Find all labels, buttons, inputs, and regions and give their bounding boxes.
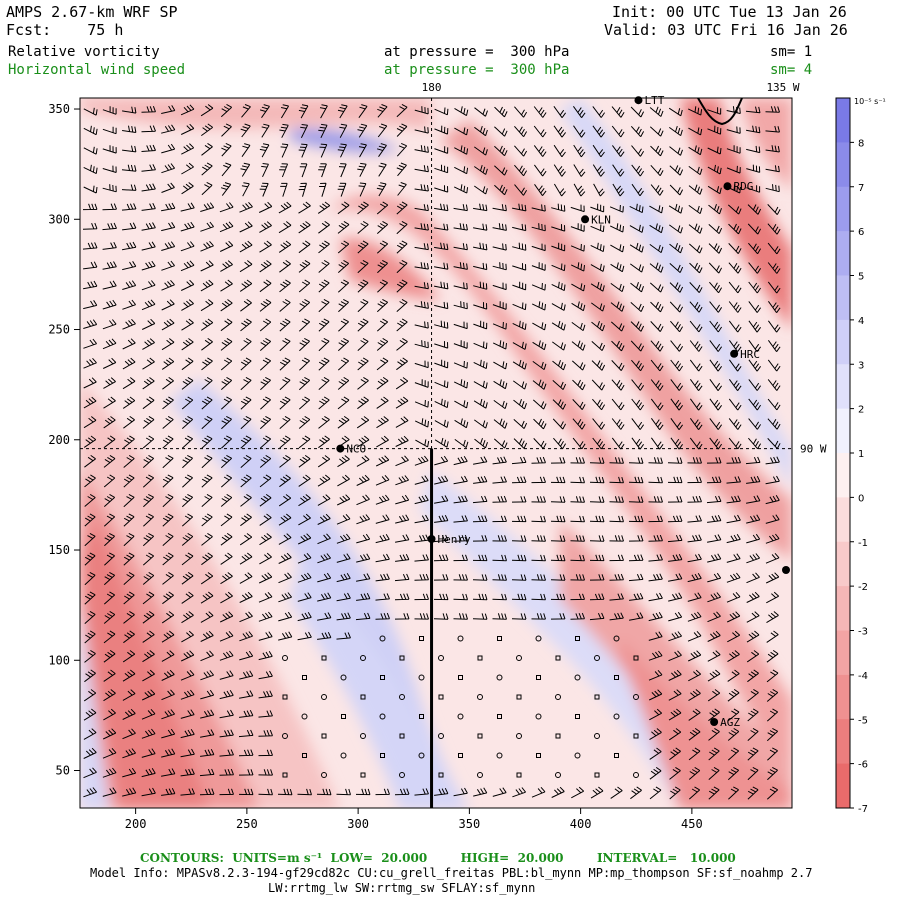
y-tick-label: 250: [48, 323, 70, 337]
y-tick-label: 300: [48, 212, 70, 226]
colorbar-label: -3: [858, 627, 868, 638]
station-marker: [336, 444, 345, 453]
colorbar-swatch: [836, 453, 850, 498]
colorbar-swatch: [836, 674, 850, 720]
colorbar-swatch: [836, 142, 850, 188]
model-info-physics: LW:rrtmg_lw SW:rrtmg_sw SFLAY:sf_mynn: [268, 881, 536, 895]
colorbar-label: 4: [858, 316, 864, 327]
colorbar-label: -4: [858, 671, 868, 682]
colorbar-swatch: [836, 364, 850, 410]
init-time: Init: 00 UTC Tue 13 Jan 26: [612, 3, 847, 21]
colorbar-label: -5: [858, 715, 868, 726]
x-axis-ticks: 200 250 300 350 400 450: [125, 808, 703, 831]
station-label: HRC: [740, 348, 760, 361]
model-info: Model Info: MPASv8.2.3-194-gf29cd82c CU:…: [90, 866, 813, 880]
station-marker: [581, 215, 590, 224]
field2-smoothing: sm= 4: [770, 62, 813, 78]
station-marker: [427, 534, 436, 543]
valid-time: Valid: 03 UTC Fri 16 Jan 26: [604, 21, 848, 39]
station-marker: [634, 96, 643, 105]
station-marker-edge: [782, 566, 790, 574]
field1-smoothing: sm= 1: [770, 44, 813, 60]
meridian-label-top: 180: [422, 81, 442, 94]
station-label: RDG: [733, 180, 753, 193]
colorbar-label: 2: [858, 405, 864, 416]
field1-name: Relative vorticity: [8, 44, 160, 60]
y-tick-label: 50: [56, 764, 70, 778]
colorbar-label: 8: [858, 138, 864, 149]
colorbar-units: 10⁻⁵ s⁻¹: [854, 97, 886, 106]
y-tick-label: 150: [48, 543, 70, 557]
colorbar-swatch: [836, 630, 850, 676]
colorbar-swatch: [836, 408, 850, 454]
colorbar-label: 7: [858, 183, 864, 194]
x-tick-label: 200: [125, 817, 147, 831]
colorbar-swatch: [836, 586, 850, 631]
colorbar-label: -6: [858, 760, 868, 771]
colorbar-label: 6: [858, 227, 864, 238]
y-tick-label: 350: [48, 102, 70, 116]
field2-name: Horizontal wind speed: [8, 62, 186, 78]
colorbar-swatch: [836, 275, 850, 321]
colorbar-swatch: [836, 98, 850, 143]
colorbar-swatch: [836, 763, 850, 809]
colorbar-swatch: [836, 497, 850, 543]
colorbar-label: -1: [858, 538, 868, 549]
y-axis-ticks: 350 300 250 200 150 100 50: [48, 102, 80, 778]
station-label: KLN: [591, 213, 611, 226]
field2-level: at pressure = 300 hPa: [384, 62, 570, 78]
colorbar-swatch: [836, 231, 850, 276]
station-label: AGZ: [720, 716, 740, 729]
parallel-label-right: 90 W: [800, 443, 827, 456]
stations-layer: KLN RDG HRC NCO Henry AGZ LTT: [336, 94, 790, 729]
station-marker: [710, 718, 719, 727]
station-marker: [723, 182, 732, 191]
station-label: Henry: [438, 533, 471, 546]
y-tick-label: 200: [48, 433, 70, 447]
colorbar-swatch: [836, 719, 850, 765]
colorbar-label: -7: [858, 804, 868, 815]
station-label: LTT: [644, 94, 664, 107]
colorbar-swatch: [836, 541, 850, 587]
x-tick-label: 250: [236, 817, 258, 831]
x-tick-label: 350: [459, 817, 481, 831]
x-tick-label: 300: [347, 817, 369, 831]
y-tick-label: 100: [48, 653, 70, 667]
colorbar-label: -2: [858, 582, 868, 593]
station-marker: [730, 349, 739, 358]
colorbar-swatch: [836, 186, 850, 232]
field1-level: at pressure = 300 hPa: [384, 44, 570, 60]
x-tick-label: 400: [570, 817, 592, 831]
station-label: NCO: [346, 443, 366, 456]
contours-info: CONTOURS: UNITS=m s⁻¹ LOW= 20.000 HIGH= …: [140, 851, 736, 865]
vorticity-field: [80, 98, 792, 808]
x-tick-label: 450: [681, 817, 703, 831]
model-title: AMPS 2.67-km WRF SP: [6, 3, 178, 21]
colorbar-label: 1: [858, 449, 864, 460]
colorbar-label: 0: [858, 493, 864, 504]
colorbar-label: 5: [858, 272, 864, 283]
colorbar-swatch: [836, 319, 850, 365]
meridian-label-right: 135 W: [766, 81, 799, 94]
forecast-hour: Fcst: 75 h: [6, 21, 124, 39]
colorbar-label: 3: [858, 360, 864, 371]
